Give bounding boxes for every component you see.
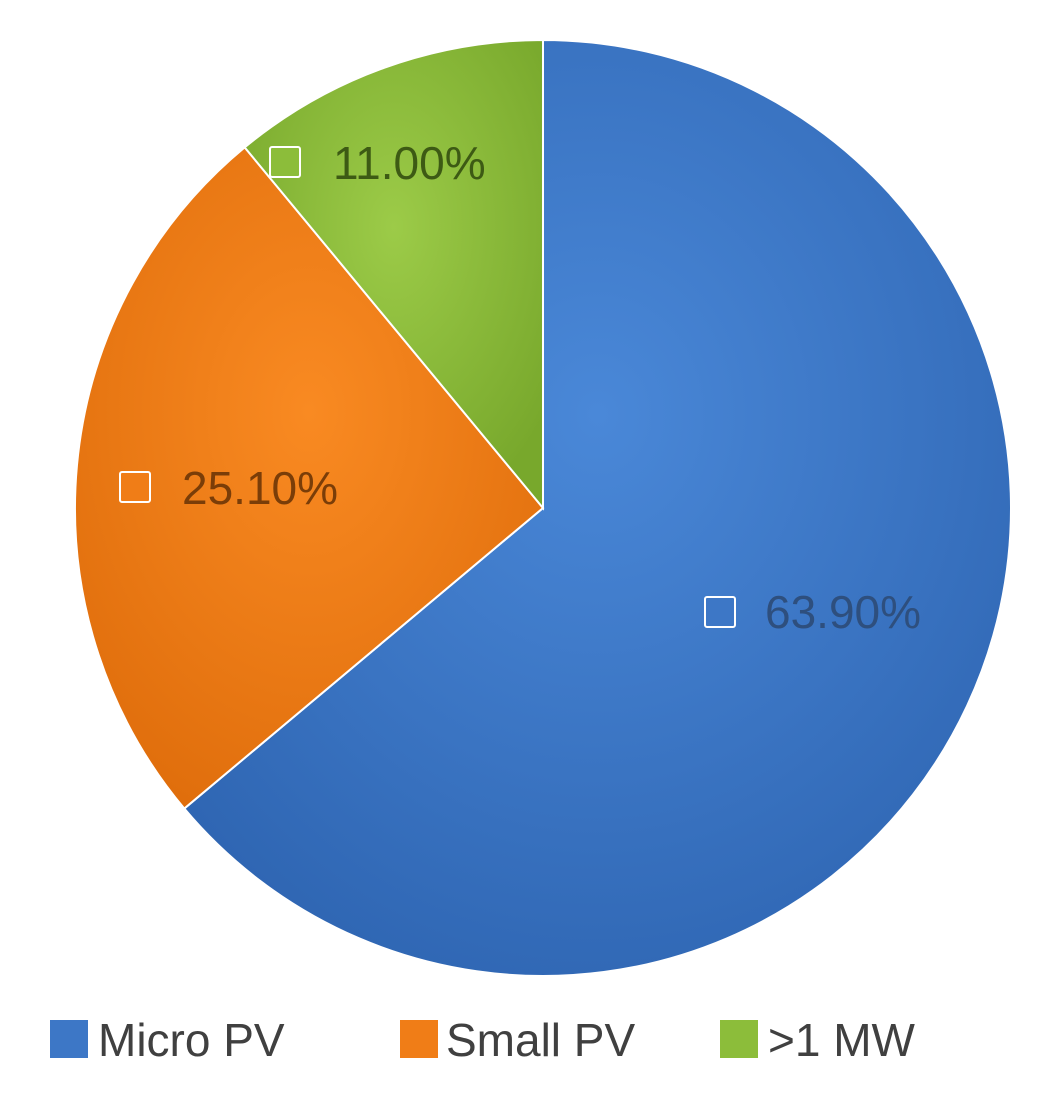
label-marker-1mw — [269, 146, 301, 178]
label-marker-micro-pv — [704, 596, 736, 628]
data-label-1mw: 11.00% — [269, 137, 486, 189]
legend: Micro PV Small PV >1 MW — [50, 1014, 916, 1066]
legend-swatch-small-pv — [400, 1020, 438, 1058]
data-label-text-micro-pv: 63.90% — [765, 586, 921, 638]
legend-swatch-1mw — [720, 1020, 758, 1058]
legend-label-micro-pv: Micro PV — [98, 1014, 285, 1066]
legend-item-small-pv: Small PV — [400, 1014, 635, 1066]
pie-slice-micro-pv — [182, 38, 1012, 977]
data-label-micro-pv: 63.90% — [704, 586, 921, 638]
data-label-text-small-pv: 25.10% — [182, 462, 338, 514]
label-marker-small-pv — [119, 471, 151, 503]
data-labels: 63.90% 25.10% 11.00% — [119, 137, 921, 638]
data-label-small-pv: 25.10% — [119, 462, 338, 514]
legend-label-1mw: >1 MW — [768, 1014, 916, 1066]
data-label-text-1mw: 11.00% — [333, 137, 486, 189]
legend-item-1mw: >1 MW — [720, 1014, 916, 1066]
legend-label-small-pv: Small PV — [446, 1014, 635, 1066]
pie-slice-small-pv — [74, 145, 545, 810]
legend-swatch-micro-pv — [50, 1020, 88, 1058]
legend-item-micro-pv: Micro PV — [50, 1014, 285, 1066]
pie-slice-1mw — [243, 38, 544, 511]
pie-slices — [74, 38, 1012, 977]
